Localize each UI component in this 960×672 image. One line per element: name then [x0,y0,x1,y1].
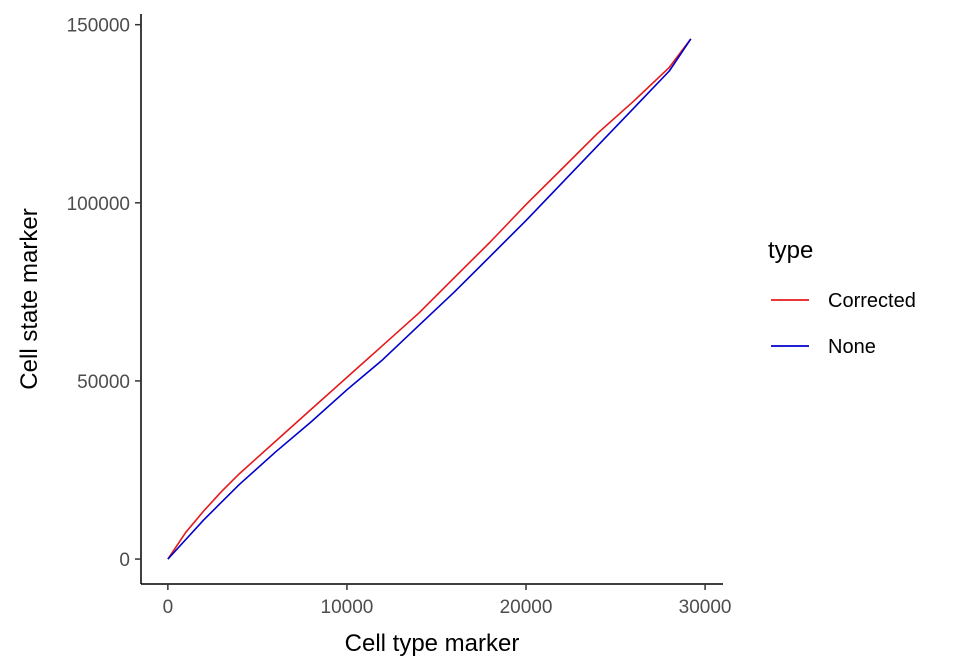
x-tick-label: 0 [163,597,174,618]
series-line-none [167,38,692,560]
legend-label-corrected: Corrected [828,290,916,312]
y-axis-ticks: 0 50000 100000 150000 [67,16,141,571]
legend-label-none: None [828,336,876,358]
legend-title: type [768,237,813,264]
legend: type Corrected None [768,237,916,358]
x-axis-title: Cell type marker [345,630,520,657]
y-tick-label: 0 [119,550,130,571]
y-tick-label: 100000 [67,194,130,215]
y-tick-label: 150000 [67,16,130,37]
plot-lines [167,38,692,560]
y-tick-label: 50000 [77,372,130,393]
x-tick-label: 10000 [321,597,374,618]
x-tick-label: 20000 [500,597,553,618]
y-axis-title: Cell state marker [16,208,43,389]
series-line-corrected [167,38,692,560]
legend-items: Corrected None [771,290,916,358]
x-axis-ticks: 0 10000 20000 30000 [163,584,732,618]
x-tick-label: 30000 [679,597,732,618]
